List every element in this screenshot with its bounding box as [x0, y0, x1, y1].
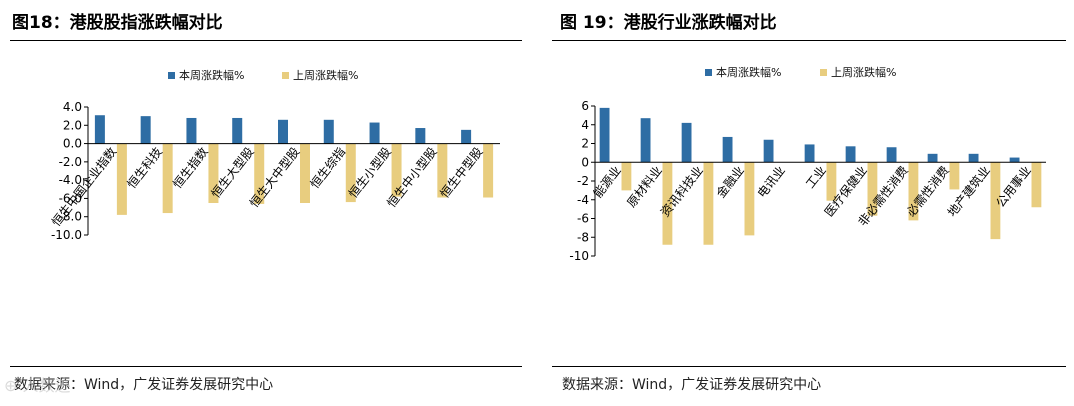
chart-title: 图 19：港股行业涨跌幅对比 [560, 13, 777, 33]
bar-this-week [1009, 157, 1020, 163]
bar-chart-hk-indices: 本周涨跌幅% 上周涨跌幅% 4.0 2.0 0.0 -2.0 -4.0 -6.0 -8.0 -10… [48, 68, 500, 242]
bar-last-week [908, 162, 919, 221]
y-tick-label: -4 [577, 193, 589, 207]
y-tick-label: 2 [581, 137, 589, 151]
bar-this-week [763, 139, 774, 163]
title-rule [552, 40, 1066, 41]
title-rule [10, 40, 522, 41]
chart-panel-hk-indices: 图18：港股股指涨跌幅对比 本周涨跌幅% 上周涨跌幅% 4.0 2.0 0.0 -2.0 -… [0, 0, 530, 406]
source-note: 数据来源：Wind，广发证券发展研究中心 [14, 377, 274, 393]
legend-label: 本周涨跌幅% [716, 65, 781, 79]
bar-last-week [116, 143, 127, 215]
x-category-label: 恒生科技 [124, 145, 165, 191]
bar-this-week [927, 153, 938, 163]
y-tick-label: 6 [581, 99, 589, 113]
bar-last-week [826, 162, 837, 201]
bar-last-week [867, 162, 878, 216]
bar-this-week [804, 144, 815, 163]
bar-last-week [621, 162, 632, 191]
source-note: 数据来源：Wind，广发证券发展研究中心 [562, 377, 822, 393]
watermark: ⊕ 人数迹 [4, 376, 71, 395]
chart-title: 图18：港股股指涨跌幅对比 [12, 13, 223, 33]
source-rule [552, 366, 1066, 367]
bar-this-week [640, 118, 651, 163]
bar-this-week [415, 128, 426, 144]
bar-last-week [300, 143, 310, 203]
bar-this-week [323, 119, 334, 144]
x-category-label: 工业 [803, 163, 829, 191]
bar-last-week [391, 143, 402, 197]
bar-this-week [886, 147, 897, 163]
legend-swatch [282, 72, 289, 79]
legend-label: 本周涨跌幅% [179, 68, 244, 82]
bar-last-week [254, 143, 265, 204]
source-rule [10, 366, 522, 367]
legend-swatch [168, 72, 175, 79]
bar-last-week [483, 143, 494, 198]
bar-this-week [681, 122, 692, 163]
x-category-label: 电讯业 [755, 163, 788, 200]
bar-this-week [94, 115, 105, 144]
bar-this-week [369, 122, 380, 144]
bar-this-week [461, 129, 472, 144]
bar-this-week [186, 117, 197, 144]
bar-last-week [703, 162, 714, 245]
legend-swatch [820, 69, 827, 76]
bar-this-week [278, 119, 288, 144]
y-tick-label: -10.0 [51, 228, 82, 242]
bar-last-week [990, 162, 1001, 240]
y-tick-label: 4 [581, 118, 589, 132]
y-tick-label: -10 [569, 249, 589, 263]
bar-last-week [949, 162, 960, 190]
x-category-label: 恒生综指 [307, 144, 348, 191]
legend-swatch [705, 69, 712, 76]
y-tick-label: -2.0 [59, 155, 82, 169]
y-tick-label: 0 [581, 155, 589, 169]
legend-label: 上周涨跌幅% [293, 68, 358, 82]
bar-last-week [744, 162, 755, 236]
bar-this-week [599, 107, 610, 163]
y-tick-label: -6.0 [59, 191, 82, 205]
y-tick-label: -4.0 [59, 173, 82, 187]
bar-this-week [968, 153, 979, 163]
y-tick-label: -6 [577, 212, 589, 226]
y-tick-label: -2 [577, 174, 589, 188]
bar-last-week [1031, 162, 1042, 208]
bar-last-week [345, 143, 356, 203]
bar-this-week [845, 146, 856, 163]
x-category-label: 能源业 [591, 163, 624, 200]
bar-last-week [208, 143, 219, 203]
y-tick-label: 2.0 [63, 118, 82, 132]
bar-this-week [232, 117, 243, 144]
bar-this-week [140, 116, 151, 144]
x-category-label: 恒生指数 [169, 144, 210, 191]
bar-last-week [162, 143, 173, 214]
bar-last-week [662, 162, 673, 245]
bar-last-week [437, 143, 448, 198]
x-category-label: 金融业 [713, 163, 747, 201]
bar-this-week [722, 136, 733, 163]
bar-chart-hk-sectors: 本周涨跌幅% 上周涨跌幅%6420-2-4-6-8-10能源业 原材料业资讯科技业金… [569, 65, 1046, 263]
legend-label: 上周涨跌幅% [831, 65, 896, 79]
chart-panel-hk-sectors: 图 19：港股行业涨跌幅对比 本周涨跌幅% 上周涨跌幅% 6 4 2 0 -2 -4 -6 -8 -… [548, 0, 1074, 406]
y-tick-label: -8.0 [59, 210, 82, 224]
y-tick-label: 0.0 [63, 137, 82, 151]
y-tick-label: -8 [577, 230, 589, 244]
y-tick-label: 4.0 [63, 100, 82, 114]
